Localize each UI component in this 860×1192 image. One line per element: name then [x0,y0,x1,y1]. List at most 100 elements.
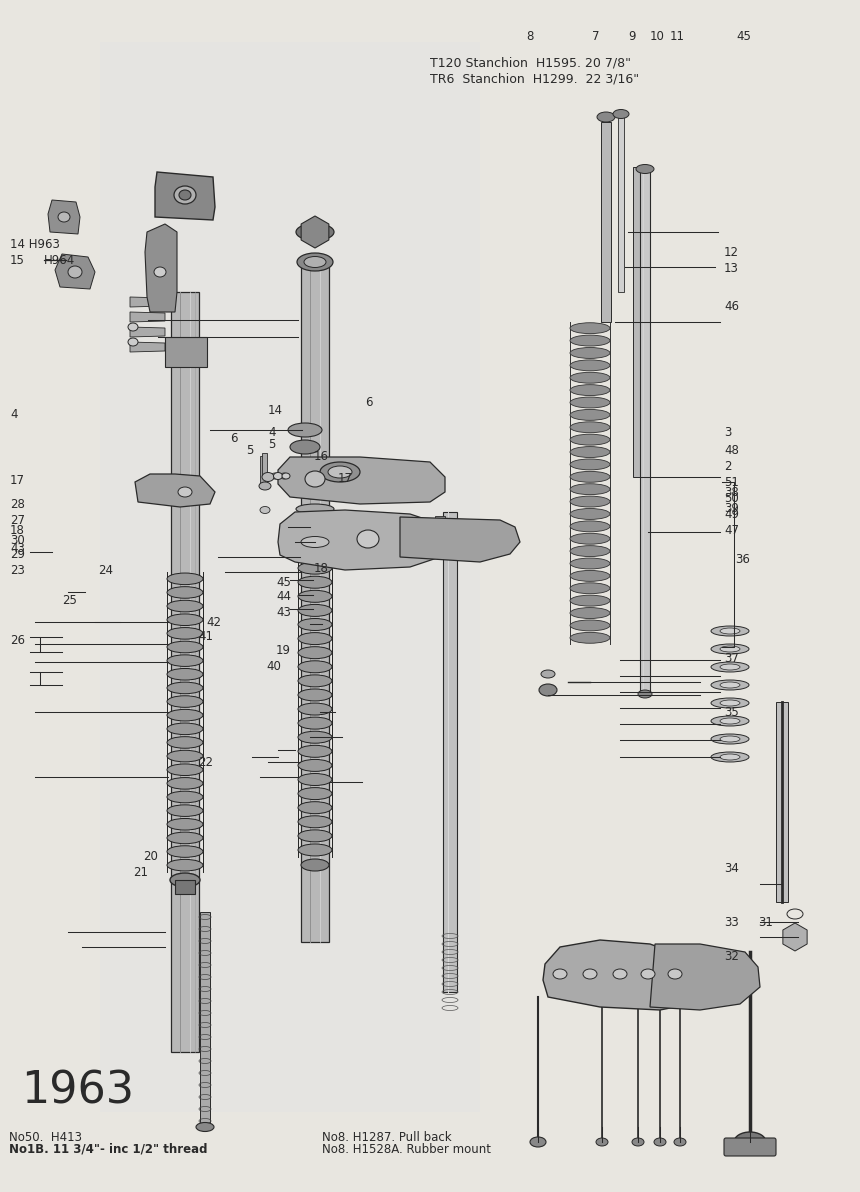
Ellipse shape [298,844,332,856]
Text: 1963: 1963 [22,1069,135,1112]
Ellipse shape [541,670,555,678]
Ellipse shape [167,586,203,598]
Text: 18: 18 [10,523,25,536]
Text: 25: 25 [62,594,77,607]
Ellipse shape [167,791,203,802]
Ellipse shape [570,434,610,445]
Ellipse shape [290,440,320,454]
Ellipse shape [674,1138,686,1146]
Ellipse shape [305,471,325,488]
Ellipse shape [570,360,610,371]
Ellipse shape [298,633,332,645]
FancyBboxPatch shape [175,880,195,894]
Ellipse shape [259,482,271,490]
Ellipse shape [553,969,567,979]
Text: No8. H1287. Pull back: No8. H1287. Pull back [322,1131,452,1143]
Ellipse shape [167,764,203,776]
Polygon shape [145,224,177,312]
Text: 12: 12 [724,247,739,260]
FancyBboxPatch shape [435,516,445,532]
Ellipse shape [357,530,379,548]
Polygon shape [543,940,700,1010]
Ellipse shape [167,819,203,830]
Ellipse shape [298,604,332,616]
Polygon shape [135,474,215,507]
Polygon shape [650,944,760,1010]
Ellipse shape [570,372,610,383]
Polygon shape [278,510,445,570]
Ellipse shape [570,348,610,359]
FancyBboxPatch shape [601,122,611,322]
Ellipse shape [711,662,749,672]
Ellipse shape [570,533,610,545]
FancyBboxPatch shape [724,1138,776,1156]
Ellipse shape [570,595,610,606]
Ellipse shape [711,734,749,744]
Text: 34: 34 [724,862,739,875]
Ellipse shape [298,619,332,631]
Text: 14 H963: 14 H963 [10,238,60,252]
FancyBboxPatch shape [260,457,265,486]
Text: 39: 39 [724,502,739,515]
Ellipse shape [298,731,332,744]
Ellipse shape [570,546,610,557]
FancyBboxPatch shape [262,453,267,477]
Ellipse shape [570,633,610,644]
Ellipse shape [734,1132,766,1151]
Text: 46: 46 [724,299,739,312]
Ellipse shape [570,509,610,520]
Ellipse shape [295,519,335,529]
Ellipse shape [301,536,329,547]
Ellipse shape [167,737,203,749]
Ellipse shape [570,447,610,458]
Ellipse shape [636,164,654,174]
FancyBboxPatch shape [633,167,641,477]
Ellipse shape [301,859,329,871]
Ellipse shape [720,735,740,741]
Ellipse shape [638,690,652,699]
Text: 19: 19 [276,645,291,658]
Text: 15: 15 [10,254,25,267]
Ellipse shape [328,466,352,478]
Ellipse shape [68,266,82,278]
Text: No50.  H413: No50. H413 [9,1131,82,1143]
Ellipse shape [196,1123,214,1131]
Ellipse shape [167,750,203,762]
Text: 36: 36 [735,553,750,566]
Text: 10: 10 [650,30,665,43]
Text: H964: H964 [44,254,76,267]
Ellipse shape [298,576,332,588]
Text: 41: 41 [198,629,213,642]
Ellipse shape [711,626,749,637]
Text: 45: 45 [736,30,751,43]
Ellipse shape [570,608,610,619]
Text: 35: 35 [724,707,739,720]
Ellipse shape [431,538,449,551]
Ellipse shape [596,1138,608,1146]
Ellipse shape [720,628,740,634]
Text: 22: 22 [198,756,213,769]
Text: 38: 38 [724,486,739,499]
Ellipse shape [167,682,203,694]
Text: 17: 17 [338,472,353,484]
Polygon shape [100,42,480,1112]
FancyBboxPatch shape [618,117,624,292]
Text: 26: 26 [10,633,25,646]
Text: 8: 8 [526,30,533,43]
Text: 20: 20 [143,850,158,863]
Text: 9: 9 [628,30,636,43]
Text: 31: 31 [758,915,773,929]
Text: 6: 6 [365,397,372,410]
Text: 16: 16 [314,449,329,462]
Text: 28: 28 [10,498,25,511]
Ellipse shape [530,1137,546,1147]
Ellipse shape [711,699,749,708]
Ellipse shape [288,423,322,437]
Text: 11: 11 [670,30,685,43]
Ellipse shape [613,969,627,979]
Ellipse shape [570,471,610,483]
Text: 5: 5 [246,445,254,458]
Ellipse shape [298,745,332,757]
Text: T120 Stanchion  H1595. 20 7/8": T120 Stanchion H1595. 20 7/8" [430,57,631,69]
Polygon shape [130,327,165,337]
